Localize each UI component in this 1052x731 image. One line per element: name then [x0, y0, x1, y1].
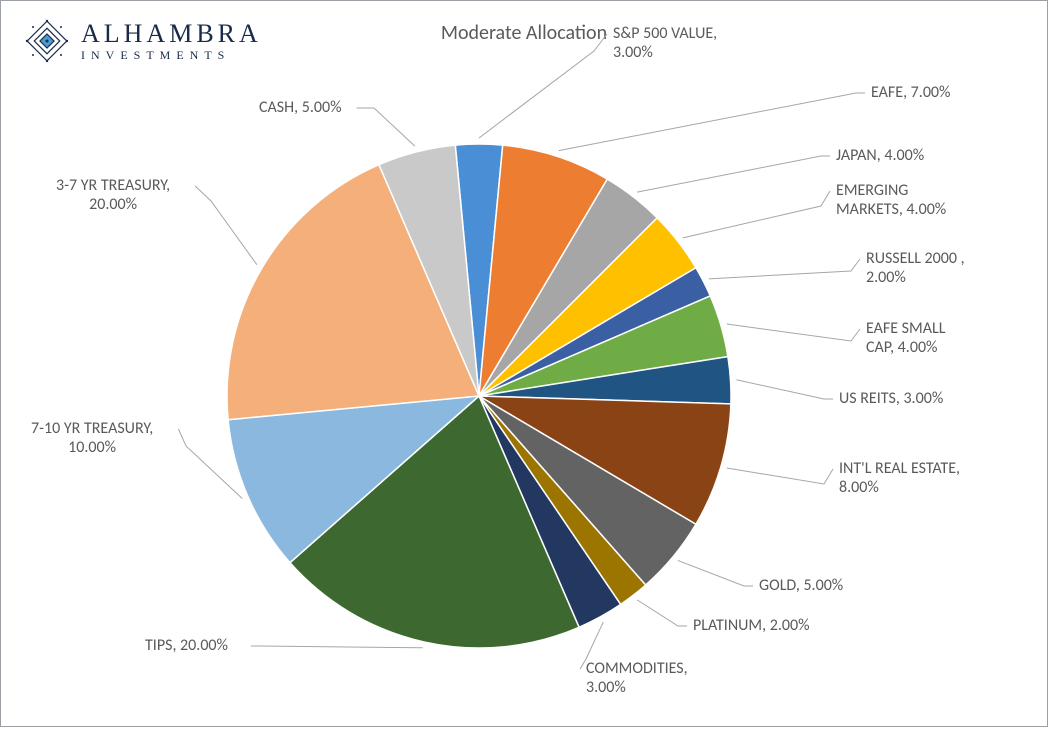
slice-label: COMMODITIES, 3.00% [586, 659, 688, 697]
slice-label: EAFE, 7.00% [871, 83, 950, 102]
leader-line [637, 156, 830, 192]
leader-line [251, 646, 423, 648]
leader-line [727, 468, 833, 484]
slice-label: 3-7 YR TREASURY, 20.00% [56, 176, 170, 214]
slice-label: 7-10 YR TREASURY, 10.00% [31, 419, 153, 457]
leader-line [637, 600, 687, 626]
chart-frame: ALHAMBRA INVESTMENTS Moderate Allocation… [0, 0, 1048, 727]
leader-line [709, 259, 860, 279]
leader-line [559, 93, 865, 151]
slice-label: US REITS, 3.00% [839, 389, 943, 408]
slice-label: PLATINUM, 2.00% [693, 616, 810, 635]
slice-label: JAPAN, 4.00% [836, 146, 924, 165]
leader-line [678, 560, 753, 586]
slice-label: GOLD, 5.00% [759, 576, 843, 595]
leader-line [683, 191, 830, 238]
slice-label: CASH, 5.00% [259, 98, 342, 117]
leader-line [727, 324, 860, 341]
slice-label: RUSSELL 2000 , 2.00% [866, 249, 965, 287]
leader-line [357, 108, 415, 146]
slice-label: S&P 500 VALUE, 3.00% [613, 24, 717, 62]
leader-line [479, 34, 607, 138]
slice-label: TIPS, 20.00% [145, 636, 228, 655]
slice-label: EMERGING MARKETS, 4.00% [836, 181, 946, 219]
pie-chart [1, 1, 1049, 728]
slice-label: EAFE SMALL CAP, 4.00% [866, 319, 945, 357]
leader-line [736, 380, 833, 399]
slice-label: INT'L REAL ESTATE, 8.00% [839, 459, 960, 497]
leader-line [195, 186, 257, 265]
